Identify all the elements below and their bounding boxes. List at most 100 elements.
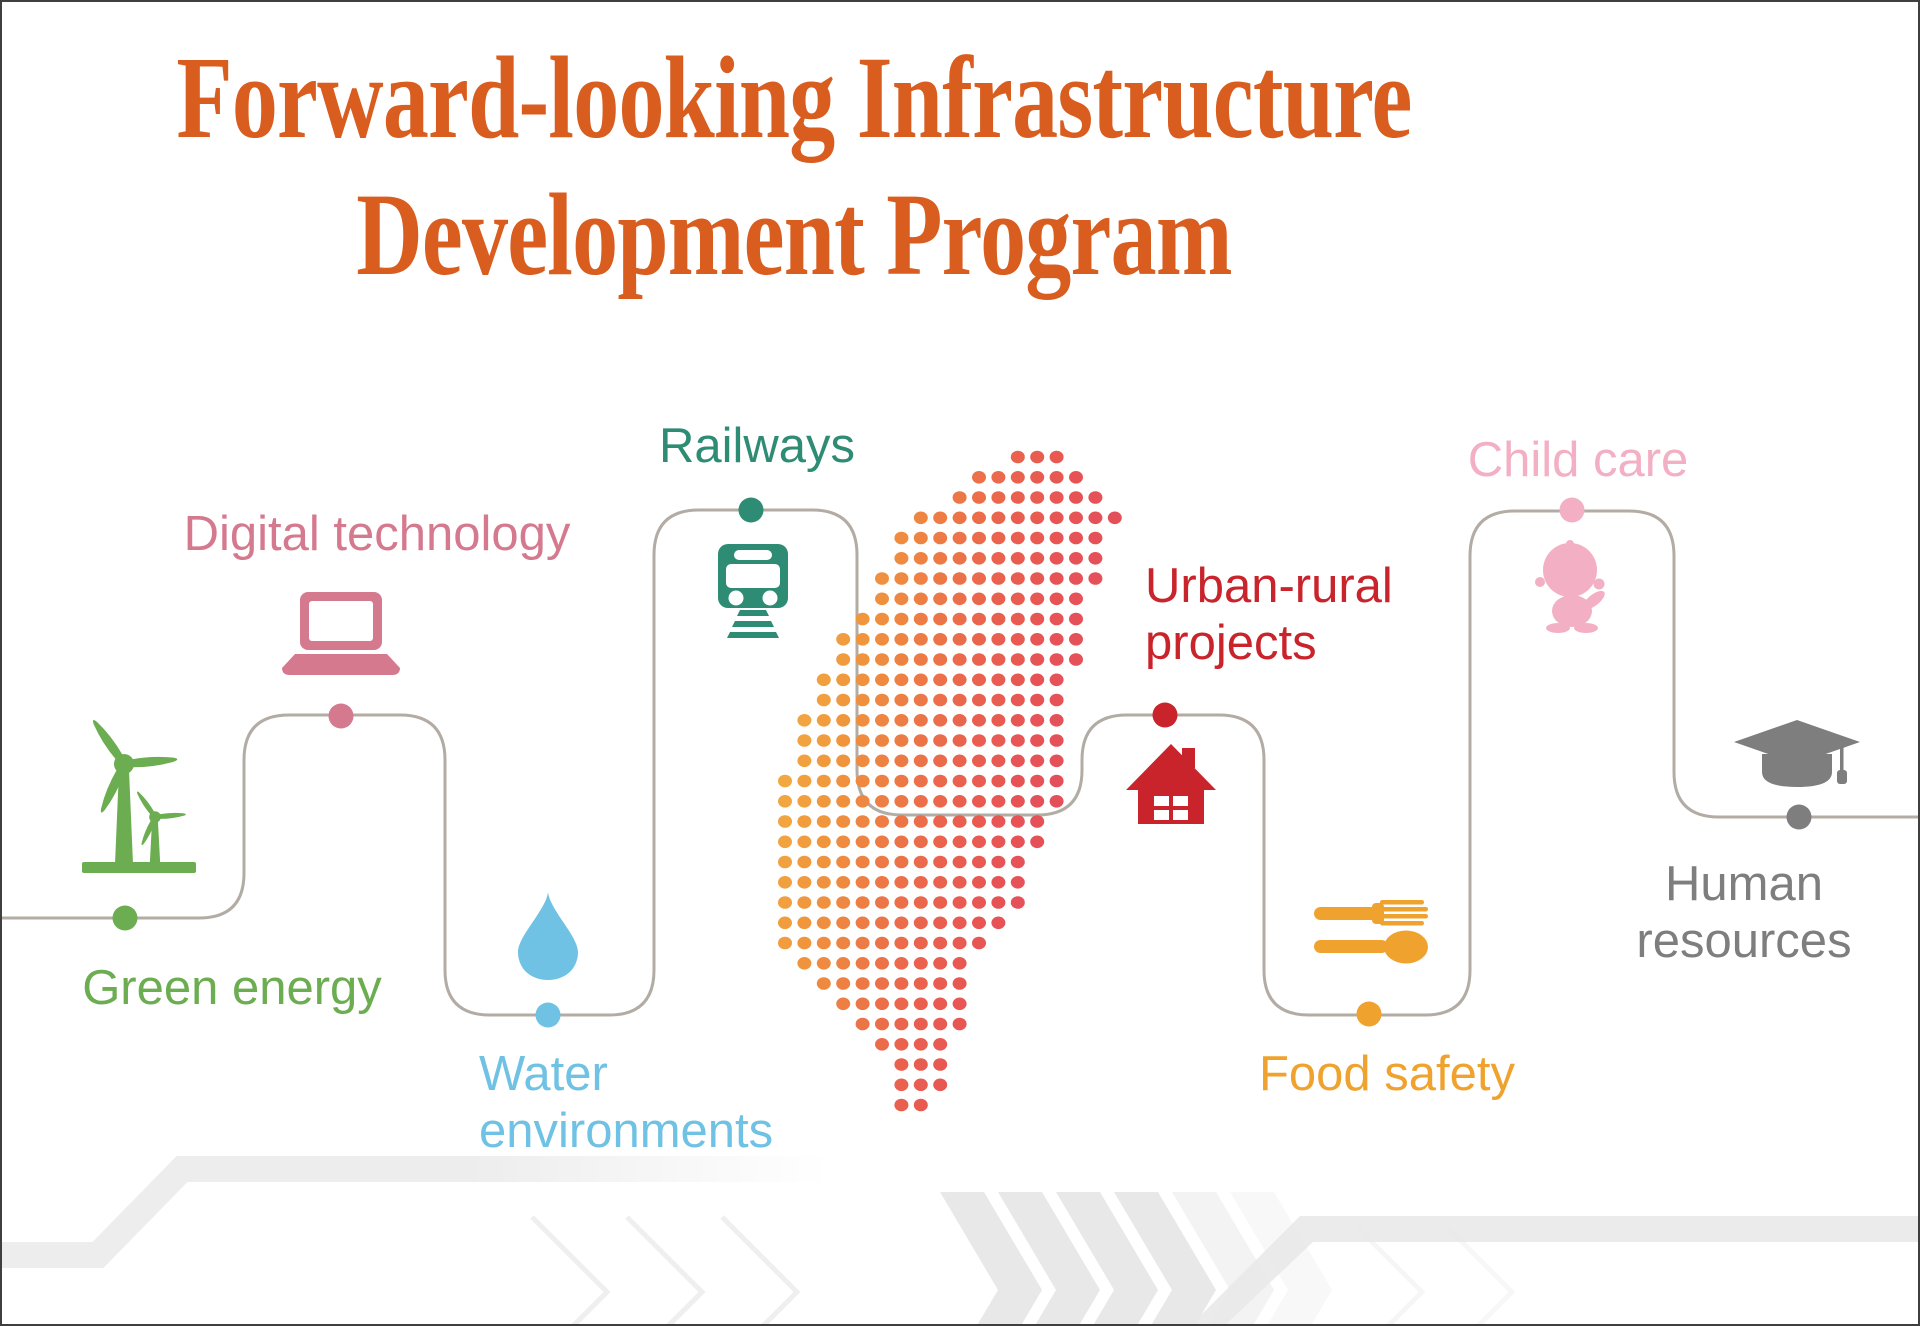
map-dot: [894, 896, 909, 909]
map-dot: [778, 774, 792, 788]
map-dot: [797, 916, 812, 930]
map-dot: [1030, 511, 1045, 525]
map-dot: [972, 855, 986, 869]
map-dot: [816, 957, 831, 970]
map-dot: [933, 1017, 948, 1031]
map-dot: [1049, 714, 1064, 727]
map-dot: [1049, 774, 1064, 788]
map-dot: [875, 916, 889, 930]
map-dot: [1010, 896, 1025, 909]
route-node-human-resources: [1786, 804, 1812, 830]
route-node-urban-rural-projects: [1152, 702, 1178, 728]
map-dot: [952, 957, 967, 970]
map-dot: [933, 531, 948, 545]
map-dot: [855, 977, 870, 990]
map-dot: [875, 633, 889, 646]
map-dot: [952, 815, 967, 828]
map-dot: [913, 936, 928, 950]
map-dot: [1049, 511, 1064, 525]
map-dot: [972, 916, 986, 930]
map-dot: [952, 896, 967, 909]
map-dot: [855, 916, 870, 930]
map-dot: [933, 1038, 948, 1051]
map-dot: [991, 754, 1006, 768]
map-dot: [836, 876, 851, 889]
outline-chevrons: [530, 1215, 1516, 1324]
map-dot: [913, 754, 928, 768]
map-dot: [875, 795, 889, 808]
map-dot: [913, 855, 928, 869]
map-dot: [1049, 693, 1064, 707]
map-dot: [894, 653, 909, 666]
map-dot: [894, 673, 909, 687]
map-dot: [952, 1017, 967, 1031]
map-dot: [952, 572, 967, 585]
map-dot: [1088, 491, 1103, 504]
map-dot: [1010, 612, 1025, 626]
footer-decoration: [2, 1156, 1918, 1324]
map-dot: [875, 997, 889, 1011]
map-dot: [1088, 511, 1103, 525]
map-dot: [972, 734, 986, 747]
map-dot: [933, 815, 948, 828]
map-dot: [816, 876, 831, 889]
map-dot: [894, 876, 909, 889]
map-dot: [875, 896, 889, 909]
map-dot: [855, 855, 870, 869]
map-dot: [933, 673, 948, 687]
map-dot: [875, 1038, 889, 1051]
map-dot: [855, 633, 870, 646]
map-dot: [972, 572, 986, 585]
label-human-resources: Human resources: [1636, 857, 1852, 968]
map-dot: [972, 835, 986, 849]
map-dot: [913, 633, 928, 646]
map-dot: [991, 896, 1006, 909]
map-dot: [991, 774, 1006, 788]
map-dot: [933, 612, 948, 626]
map-dot: [816, 896, 831, 909]
map-dot: [894, 531, 909, 545]
map-dot: [797, 855, 812, 869]
map-dot: [1069, 653, 1083, 666]
map-dot: [1030, 774, 1045, 788]
map-dot: [778, 896, 792, 909]
map-dot: [913, 957, 928, 970]
map-dot: [1049, 673, 1064, 687]
map-dot: [972, 876, 986, 889]
map-dot: [1030, 572, 1045, 585]
map-dot: [894, 552, 909, 565]
route-node-water-environments: [535, 1002, 561, 1028]
map-dot: [1010, 855, 1025, 869]
map-dot: [952, 734, 967, 747]
map-dot: [991, 876, 1006, 889]
map-dot: [1069, 531, 1083, 545]
map-dot: [855, 896, 870, 909]
page-title-line1: Forward-looking Infrastructure: [176, 32, 1412, 163]
label-digital-technology: Digital technology: [183, 507, 571, 561]
map-dot: [913, 795, 928, 808]
map-dot: [991, 734, 1006, 747]
map-dot: [797, 936, 812, 950]
route-node-digital-technology: [328, 703, 354, 729]
map-dot: [1030, 673, 1045, 687]
map-dot: [894, 855, 909, 869]
map-dot: [797, 774, 812, 788]
route-node-food-safety: [1356, 1001, 1382, 1027]
map-dot: [972, 795, 986, 808]
map-dot: [991, 795, 1006, 808]
map-dot: [952, 592, 967, 606]
map-dot: [952, 936, 967, 950]
map-dot: [836, 693, 851, 707]
map-dot: [855, 997, 870, 1011]
map-dot: [972, 936, 986, 950]
map-dot: [1030, 835, 1045, 849]
map-dot: [913, 552, 928, 565]
map-dot: [816, 774, 831, 788]
map-dot: [836, 957, 851, 970]
map-dot: [952, 714, 967, 727]
map-dot: [933, 714, 948, 727]
map-dot: [1010, 754, 1025, 768]
map-dot: [836, 714, 851, 727]
map-dot: [778, 815, 792, 828]
